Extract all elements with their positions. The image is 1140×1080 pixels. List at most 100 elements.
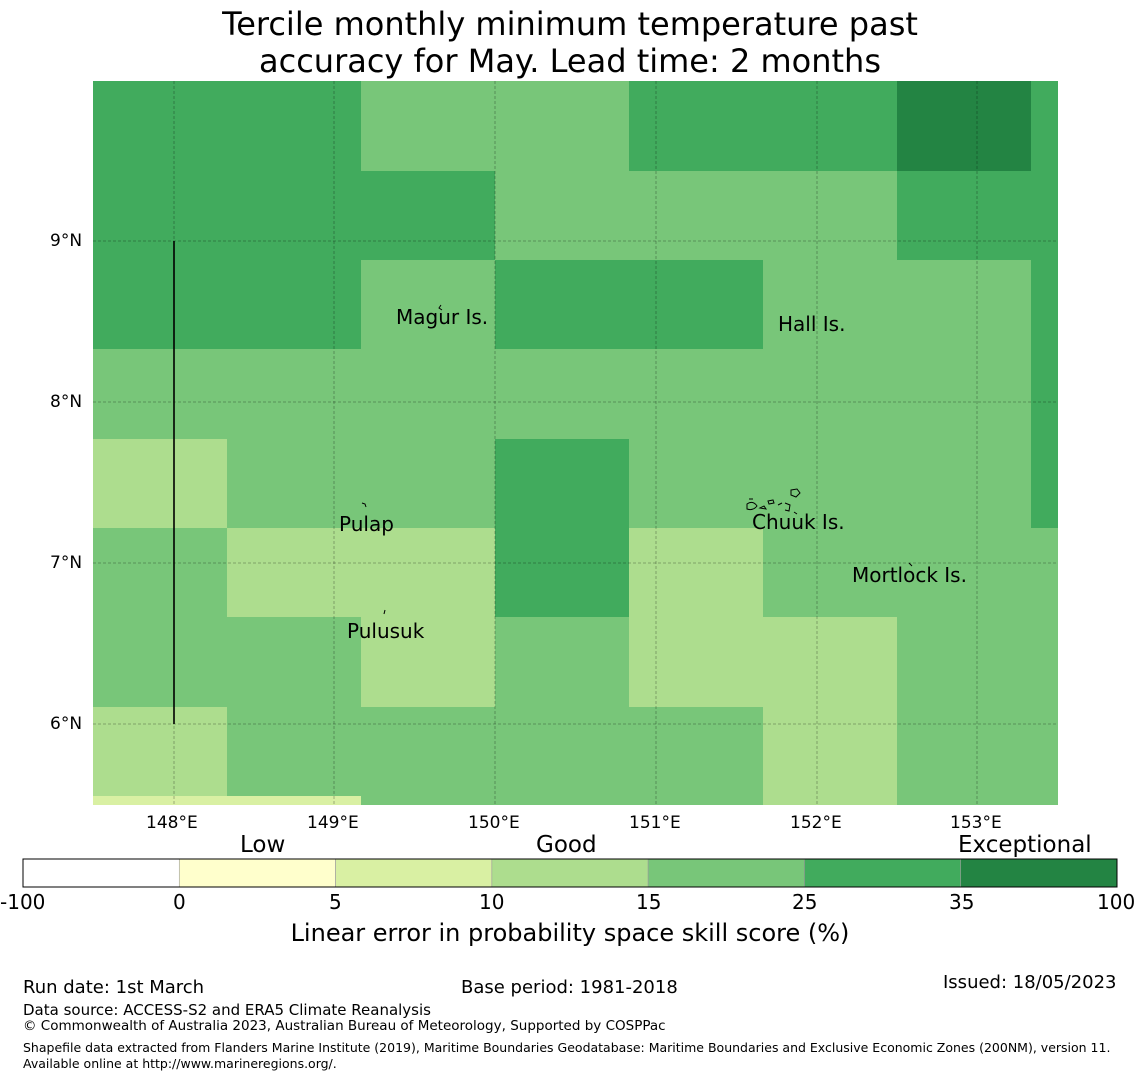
skill-cell [93,171,227,260]
skill-cell [93,528,227,617]
lat-label-8n: 8°N [50,392,83,412]
skill-cell [361,260,495,349]
lon-label-148e: 148°E [146,813,198,833]
colorbar-bin [22,858,180,888]
skill-cell [93,617,227,707]
skill-grid [93,81,1058,805]
colorbar-title: Linear error in probability space skill … [290,919,850,947]
skill-cell [763,349,897,439]
skill-cell [897,260,1031,349]
skill-cell [495,528,629,617]
map-title: Tercile monthly minimum temperature past… [0,6,1140,80]
skill-cell [93,439,227,528]
pulusuk-island-outline [383,609,386,615]
skill-cell [629,81,763,171]
skill-cell [361,81,495,171]
skill-cell [361,528,495,617]
lon-label-149e: 149°E [307,813,359,833]
skill-cell [1031,81,1058,171]
chuuk-island-outline [746,488,801,515]
skill-cell [93,81,227,171]
skill-cell [1031,617,1058,707]
skill-cell [629,707,763,805]
colorbar-bin [960,858,1118,888]
skill-cell [361,171,495,260]
colorbar-tick-label: 100 [1097,890,1136,914]
skill-cell [361,349,495,439]
colorbar-category-low: Low [240,832,286,858]
colorbar-tick-label: -100 [0,890,46,914]
colorbar-bin [178,858,336,888]
skill-cell [897,171,1031,260]
skill-cell [629,439,763,528]
colorbar-category-exceptional: Exceptional [958,832,1092,858]
skill-cell [763,81,897,171]
place-label-mortlock: Mortlock Is. [852,563,967,587]
skill-cell [629,349,763,439]
skill-cell [1031,439,1058,528]
lon-label-151e: 151°E [629,813,681,833]
skill-cell [227,528,361,617]
colorbar-tick-label: 25 [792,890,818,914]
skill-cell [495,260,629,349]
lat-label-7n: 7°N [50,553,83,573]
skill-cell [227,260,361,349]
skill-cell [897,707,1031,805]
skill-cell [897,439,1031,528]
place-label-chuuk: Chuuk Is. [752,510,845,534]
lon-label-153e: 153°E [950,813,1002,833]
skill-cell [227,349,361,439]
run-date: Run date: 1st March [23,977,205,998]
colorbar-bin [804,858,962,888]
skill-cell [361,617,495,707]
island-outlines [361,304,913,615]
shapefile-credit: Shapefile data extracted from Flanders M… [23,1040,1111,1071]
place-label-pulap: Pulap [339,512,394,536]
colorbar-bin [491,858,649,888]
magur-island-outline [438,304,443,311]
colorbar-tick-label: 15 [636,890,662,914]
lon-label-150e: 150°E [468,813,520,833]
copyright: © Commonwealth of Australia 2023, Austra… [23,1018,666,1034]
skill-cell [1031,528,1058,617]
lat-label-9n: 9°N [50,231,83,251]
colorbar-tick-label: 5 [329,890,342,914]
skill-cell [495,349,629,439]
skill-cell [93,260,227,349]
issued-date: Issued: 18/05/2023 [943,972,1117,993]
colorbar-tick-label: 35 [949,890,975,914]
skill-cell [763,617,897,707]
colorbar-category-good: Good [536,832,597,858]
skill-strip-bottom [93,796,361,805]
skill-cell [763,260,897,349]
skill-cell [897,528,1031,617]
skill-cell [227,171,361,260]
skill-cell [93,707,227,805]
mortlock-island-outline [908,562,913,567]
skill-cell [227,81,361,171]
skill-cell [897,81,1031,171]
skill-cell [1031,707,1058,805]
title-line-2: accuracy for May. Lead time: 2 months [258,42,881,80]
skill-cell [227,707,361,805]
skill-cell [629,617,763,707]
lat-label-6n: 6°N [50,714,83,734]
base-period: Base period: 1981-2018 [461,977,678,998]
skill-cell [629,171,763,260]
colorbar-bins [22,858,1118,888]
skill-cell [227,617,361,707]
title-line-1: Tercile monthly minimum temperature past [222,5,918,43]
skill-cell [629,260,763,349]
skill-cell [495,707,629,805]
place-label-magur: Magur Is. [396,305,489,329]
colorbar-tick-label: 10 [479,890,505,914]
skill-cell [361,707,495,805]
skill-cell [361,439,495,528]
skill-cell [495,171,629,260]
skill-cell [1031,260,1058,349]
skill-cell [495,617,629,707]
skill-cell [1031,349,1058,439]
skill-cell [763,171,897,260]
skill-cell [93,349,227,439]
